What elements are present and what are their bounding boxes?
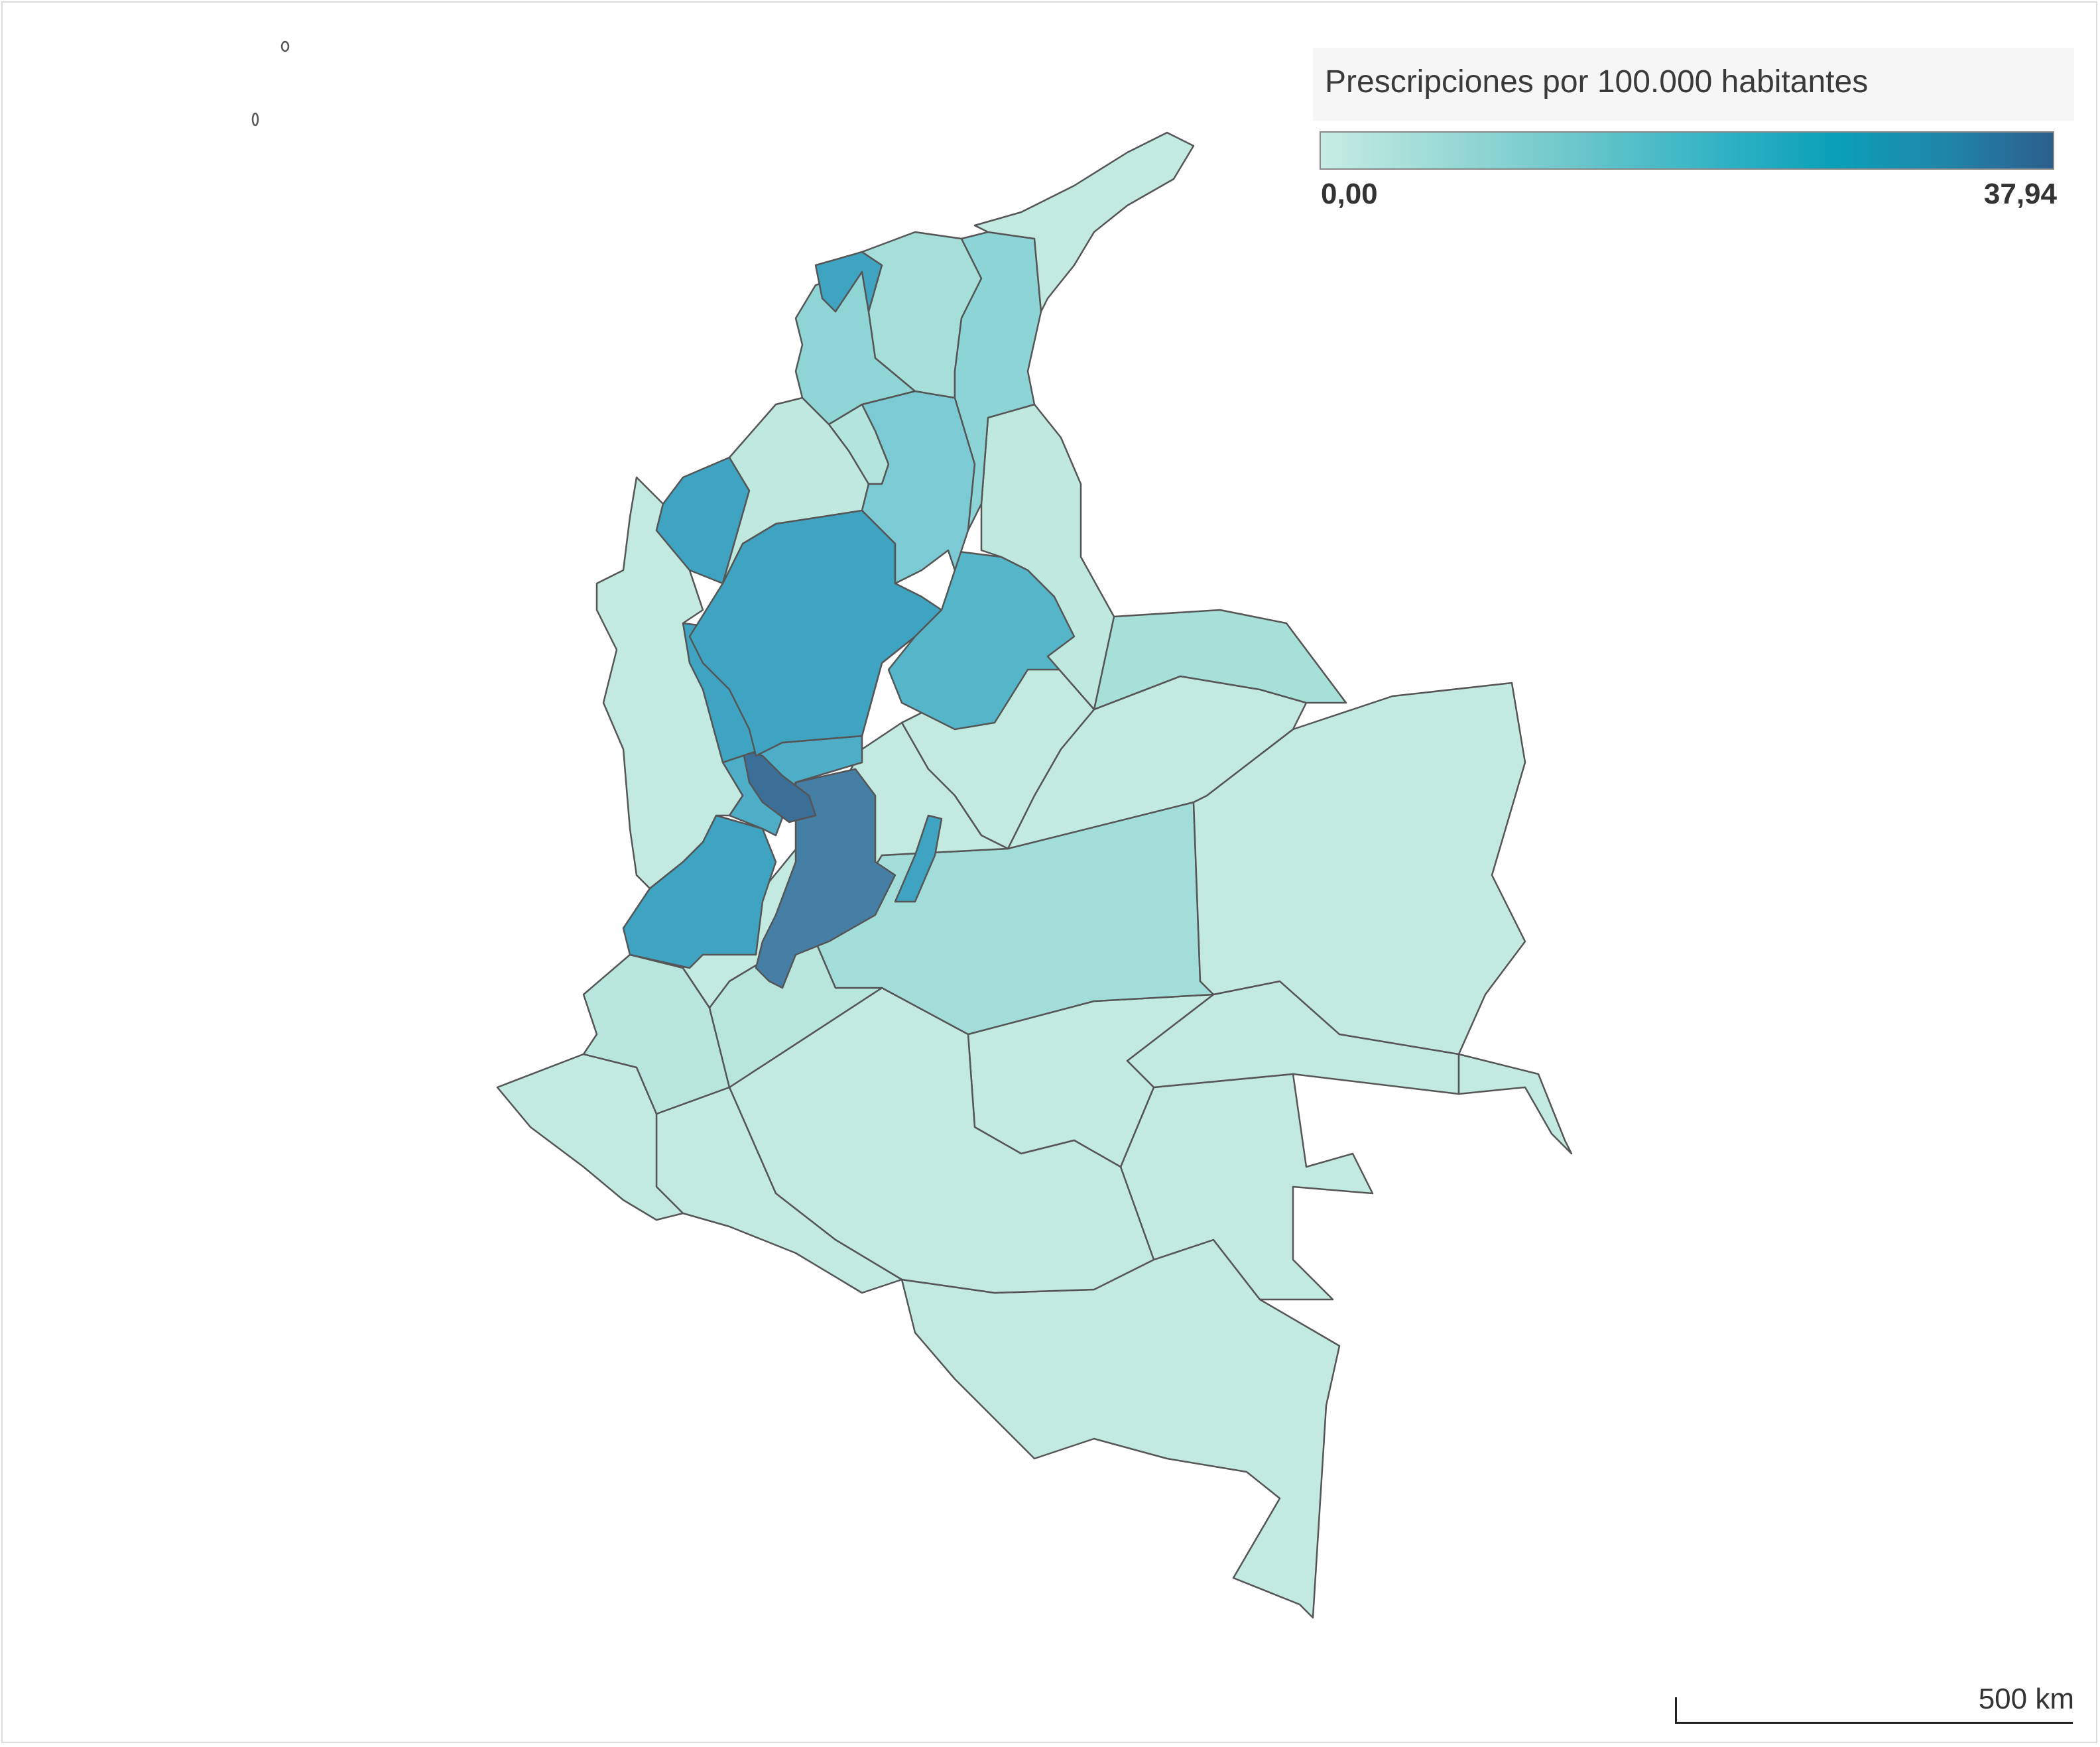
legend-header: Prescripciones por 100.000 habitantes (1313, 48, 2074, 121)
scale-bar-line (1675, 1697, 2073, 1724)
legend-title: Prescripciones por 100.000 habitantes (1325, 64, 1869, 99)
region-bogota[interactable] (894, 814, 943, 903)
region-guajira[interactable] (973, 131, 1195, 313)
legend-max-label: 37,94 (1983, 178, 2057, 210)
region-vichada[interactable] (1192, 682, 1573, 1155)
island-providencia (251, 112, 259, 127)
region-risaralda[interactable] (741, 748, 817, 823)
scale-bar-label: 500 km (1978, 1683, 2074, 1715)
island-san-andres (280, 40, 290, 52)
region-choco[interactable] (595, 476, 744, 890)
region-norte-santander[interactable] (980, 403, 1115, 711)
region-tolima[interactable] (755, 768, 896, 989)
legend-color-gradient (1320, 131, 2054, 170)
legend-min-label: 0,00 (1321, 178, 1378, 210)
map-legend: Prescripciones por 100.000 habitantes 0,… (1313, 48, 2074, 220)
region-arauca[interactable] (1093, 609, 1347, 711)
scale-bar: 500 km (1671, 1671, 2077, 1724)
